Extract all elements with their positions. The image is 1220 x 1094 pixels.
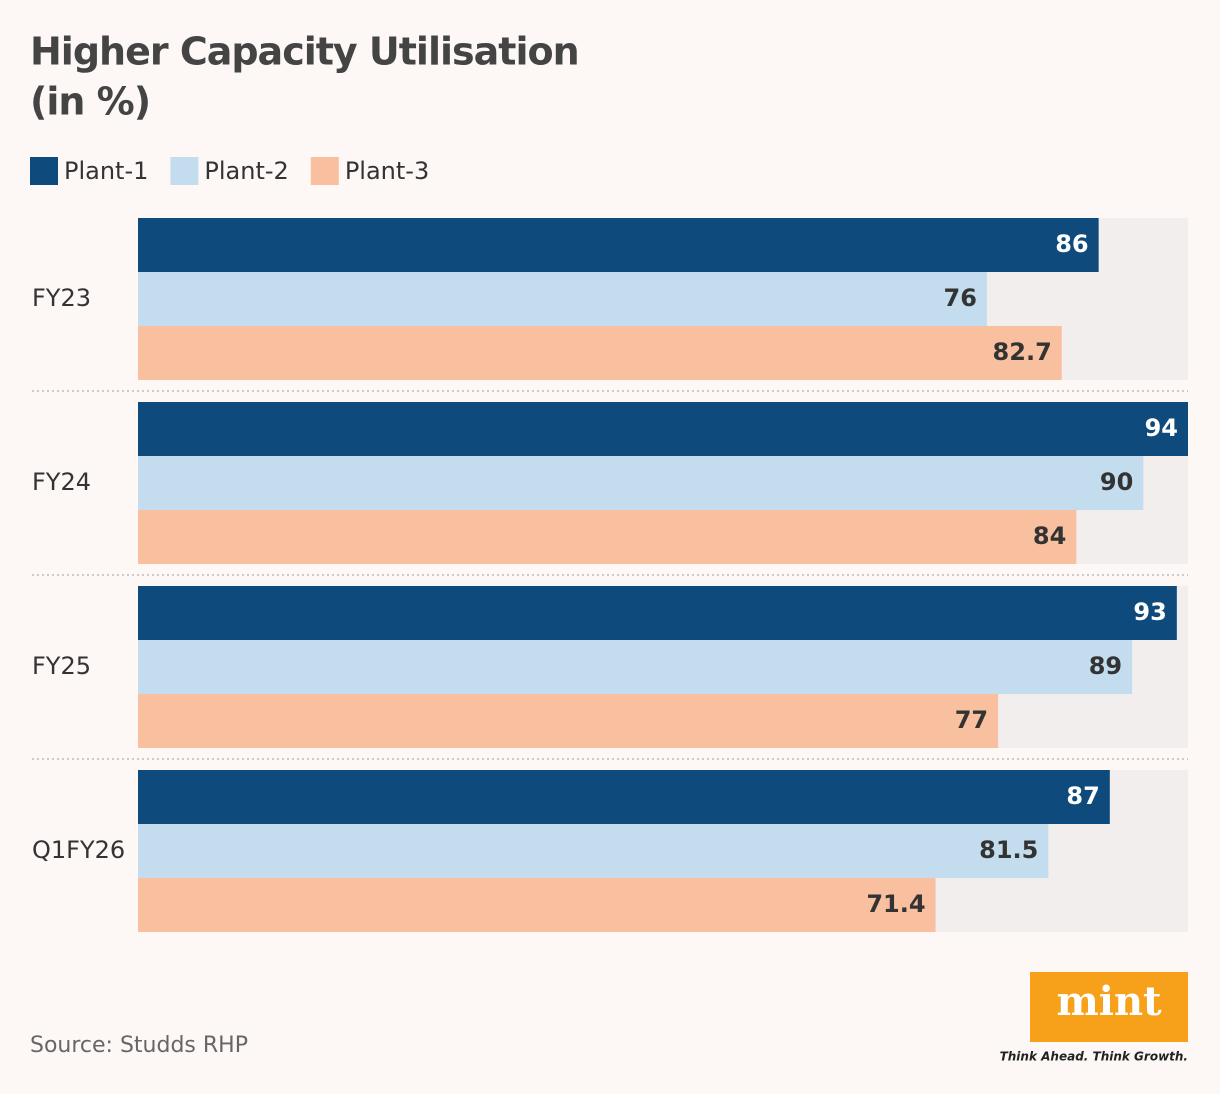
bar bbox=[138, 402, 1188, 456]
logo-tagline: Think Ahead. Think Growth. bbox=[1000, 1050, 1188, 1064]
bar bbox=[138, 218, 1099, 272]
bar bbox=[138, 878, 936, 932]
value-label: 71.4 bbox=[866, 890, 925, 918]
legend-label: Plant-1 bbox=[64, 157, 148, 185]
legend-label: Plant-3 bbox=[345, 157, 429, 185]
legend-label: Plant-2 bbox=[204, 157, 288, 185]
value-label: 87 bbox=[1066, 782, 1099, 810]
value-label: 82.7 bbox=[993, 338, 1052, 366]
bar bbox=[138, 326, 1062, 380]
value-label: 84 bbox=[1033, 522, 1066, 550]
value-label: 77 bbox=[955, 706, 988, 734]
bar bbox=[138, 824, 1049, 878]
category-label: FY24 bbox=[32, 468, 91, 496]
bar bbox=[138, 640, 1133, 694]
bar bbox=[138, 694, 999, 748]
category-label: Q1FY26 bbox=[32, 836, 125, 864]
source: Source: Studds RHP bbox=[30, 1033, 248, 1058]
bar bbox=[138, 586, 1177, 640]
category-label: FY23 bbox=[32, 284, 91, 312]
chart-title: Higher Capacity Utilisation bbox=[30, 30, 579, 74]
bar bbox=[138, 272, 987, 326]
logo-name: mint bbox=[1056, 978, 1162, 1025]
chart-subtitle: (in %) bbox=[30, 80, 150, 124]
category-label: FY25 bbox=[32, 652, 91, 680]
bar bbox=[138, 770, 1110, 824]
value-label: 76 bbox=[944, 284, 977, 312]
value-label: 89 bbox=[1089, 652, 1122, 680]
value-label: 90 bbox=[1100, 468, 1133, 496]
bar bbox=[138, 456, 1144, 510]
value-label: 86 bbox=[1055, 230, 1088, 258]
legend-swatch bbox=[170, 157, 199, 185]
value-label: 94 bbox=[1145, 414, 1178, 442]
value-label: 81.5 bbox=[979, 836, 1038, 864]
logo-box bbox=[1030, 972, 1188, 1042]
value-label: 93 bbox=[1133, 598, 1166, 626]
legend-swatch bbox=[310, 157, 339, 185]
bar bbox=[138, 510, 1077, 564]
legend-swatch bbox=[30, 157, 58, 185]
